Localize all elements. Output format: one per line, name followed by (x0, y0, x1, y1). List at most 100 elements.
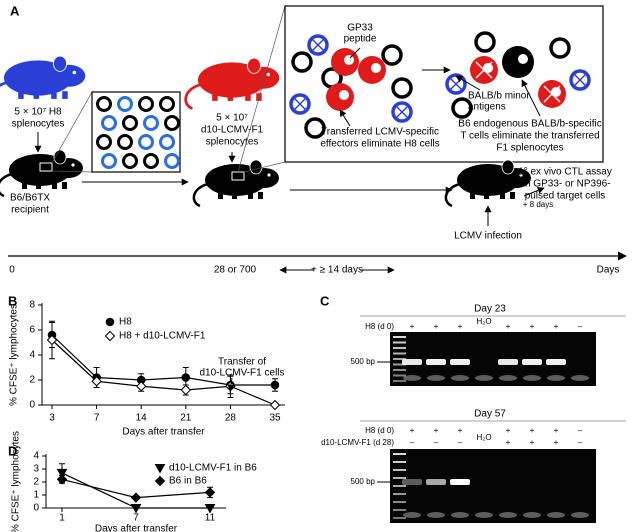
cell (164, 153, 180, 169)
point (56, 468, 68, 479)
mouse-foot (232, 192, 237, 199)
x-tick-label: 14 (136, 413, 148, 424)
label: pulsed target cells (525, 191, 606, 202)
primer-dimer (427, 512, 445, 518)
label: recipient (11, 205, 49, 216)
y-tick-label: 8 (29, 300, 35, 311)
lane-sign: – (458, 438, 463, 447)
y-tick-label: 4 (33, 451, 39, 462)
legend-label: B6 in B6 (169, 476, 207, 487)
x-tick-label: 7 (133, 513, 139, 524)
point (130, 504, 142, 514)
label: on GP33- or NP396- (519, 179, 610, 190)
primer-dimer (475, 512, 493, 518)
label: 28 or 700 (214, 265, 257, 276)
mouse-foot (36, 182, 41, 189)
point (56, 474, 68, 485)
x-tick-label: 3 (49, 413, 55, 424)
arrow (227, 377, 235, 392)
inset-source (39, 162, 53, 172)
ladder-band (393, 363, 406, 366)
point (180, 384, 192, 396)
primer-dimer (475, 375, 493, 381)
cell (143, 153, 159, 169)
label: Transferred LCMV-specific (321, 127, 439, 138)
y-tick-label: 0 (29, 400, 35, 411)
x-axis-title: Days after transfer (95, 524, 178, 532)
series-line (51, 339, 276, 406)
band (426, 479, 446, 485)
mouse-foot (248, 192, 253, 199)
mouse-foot (484, 192, 489, 199)
legend-marker (154, 475, 166, 487)
mouse-ear (53, 149, 67, 165)
primer-dimer (451, 375, 469, 381)
label: F1 splenocytes (496, 143, 563, 154)
mouse-foot (245, 93, 251, 101)
cell (96, 134, 112, 150)
mouse-ear (246, 57, 262, 74)
primer-dimer (547, 512, 565, 518)
label: + 8 days (523, 200, 553, 209)
ladder-band (393, 517, 406, 519)
label: antigens (468, 102, 506, 113)
label: B6/B6TX (10, 193, 50, 204)
lane-sign: + (506, 322, 511, 331)
legend-label: H8 + d10-LCMV-F1 (119, 331, 206, 342)
mouse-tail (444, 182, 461, 208)
label: T cells eliminate the transferred (460, 131, 599, 142)
y-tick-label: 2 (33, 477, 39, 488)
panel-label: C (320, 293, 330, 308)
size-marker: 500 bp (351, 477, 376, 486)
x-tick-label: 11 (205, 513, 216, 524)
mouse-foot (18, 91, 24, 99)
cell (101, 115, 117, 131)
ladder-band (393, 485, 406, 487)
arrow (455, 75, 481, 91)
band (450, 479, 470, 485)
lane-sign: + (554, 322, 559, 331)
ladder-band (393, 347, 406, 349)
nucleus (551, 87, 561, 97)
legend-marker (105, 317, 115, 327)
line (51, 91, 93, 164)
mouse-foot (33, 91, 40, 99)
band (426, 359, 446, 365)
primer-dimer (571, 375, 589, 381)
ladder-band (393, 374, 406, 377)
lane-sign: + (506, 438, 511, 447)
ladder-band (393, 336, 406, 338)
cell (101, 153, 117, 169)
cell (391, 77, 413, 99)
label: BALB/b minor (468, 91, 530, 102)
primer-dimer (499, 375, 517, 381)
mouse-ear (249, 159, 263, 175)
mouse (0, 149, 83, 198)
primer-dimer (499, 512, 517, 518)
x-tick-label: 21 (180, 413, 192, 424)
label: 5 × 10⁷ H8 (14, 107, 62, 118)
label: Days (597, 265, 620, 276)
y-tick-label: 6 (29, 325, 35, 336)
lane-sign: + (458, 322, 463, 331)
row-label: d10-LCMV-F1 (d 28) (321, 438, 394, 447)
label: 0 (9, 265, 15, 276)
point (204, 504, 216, 514)
mouse (184, 57, 280, 110)
lane-sign: + (410, 322, 415, 331)
band (522, 359, 542, 365)
series-line (51, 334, 275, 386)
cell (159, 134, 175, 150)
ladder-band (393, 509, 406, 511)
nucleus (344, 55, 354, 65)
ladder-band (393, 453, 406, 455)
lane-sign: – (578, 322, 583, 331)
ladder-band (393, 501, 406, 503)
ladder-band (393, 469, 406, 471)
mouse-eye (519, 173, 523, 177)
cell (474, 31, 496, 53)
primer-dimer (523, 512, 541, 518)
ladder-band (393, 461, 406, 463)
mouse-foot (62, 182, 67, 189)
